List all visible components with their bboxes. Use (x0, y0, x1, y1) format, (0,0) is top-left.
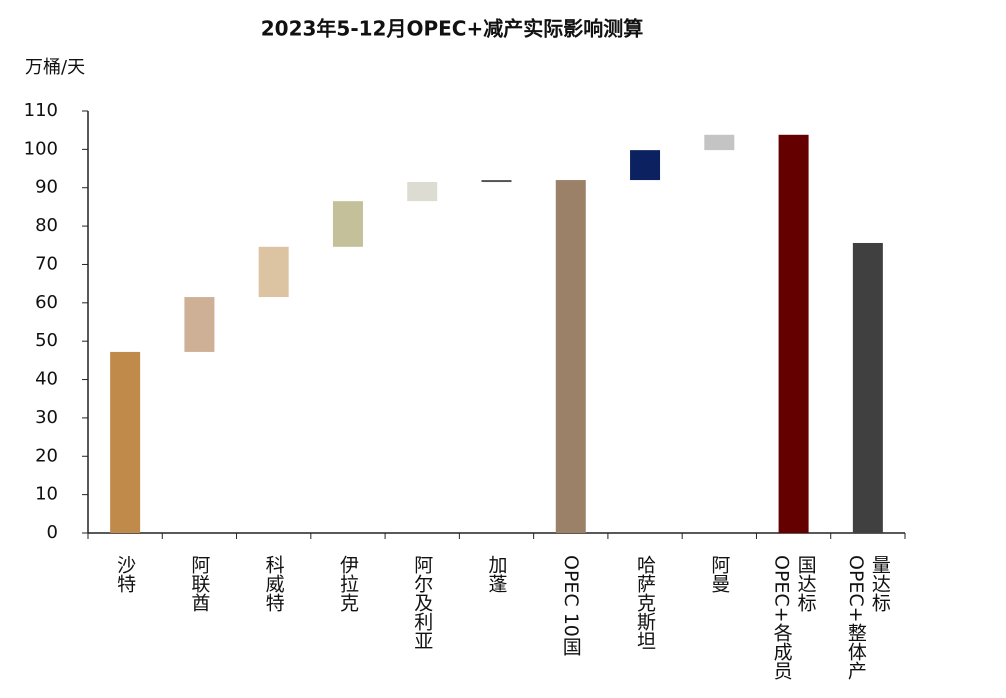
y-tick-label: 0 (47, 522, 58, 543)
y-tick-label: 40 (35, 369, 58, 390)
x-tick-label: 阿尔及利亚 (411, 555, 434, 650)
x-tick-label: OPEC+各成员国达标 (770, 555, 817, 680)
y-tick-label: 60 (35, 292, 58, 313)
bar (555, 180, 586, 533)
bar (258, 246, 289, 298)
y-tick-label: 20 (35, 445, 58, 466)
bar (630, 150, 661, 181)
bar (481, 180, 512, 183)
x-tick-label: OPEC 10国 (559, 555, 582, 656)
x-tick-label: 伊拉克 (336, 555, 359, 612)
bar (110, 351, 141, 533)
x-tick-label: 加蓬 (485, 555, 508, 593)
y-axis-label: 万桶/天 (25, 57, 85, 78)
bar (704, 134, 735, 151)
y-tick-label: 70 (35, 253, 58, 274)
y-tick-label: 10 (35, 484, 58, 505)
bar (332, 201, 363, 247)
bar (852, 242, 883, 534)
y-tick-label: 90 (35, 177, 58, 198)
y-tick-label: 100 (24, 138, 58, 159)
y-tick-label: 110 (24, 100, 58, 121)
bar (407, 181, 438, 202)
y-tick-label: 30 (35, 407, 58, 428)
x-tick-label: 哈萨克斯坦 (634, 555, 657, 650)
bar (778, 134, 809, 533)
bar (184, 297, 215, 352)
y-tick-label: 50 (35, 330, 58, 351)
x-tick-label: OPEC+整体产量达标 (844, 555, 891, 680)
x-tick-label: 阿曼 (708, 555, 731, 593)
chart-title: 2023年5-12月OPEC+减产实际影响测算 (261, 17, 643, 41)
x-tick-label: 阿联酋 (188, 555, 211, 612)
x-tick-label: 沙特 (114, 555, 137, 593)
y-tick-label: 80 (35, 215, 58, 236)
x-tick-label: 科威特 (262, 555, 285, 612)
